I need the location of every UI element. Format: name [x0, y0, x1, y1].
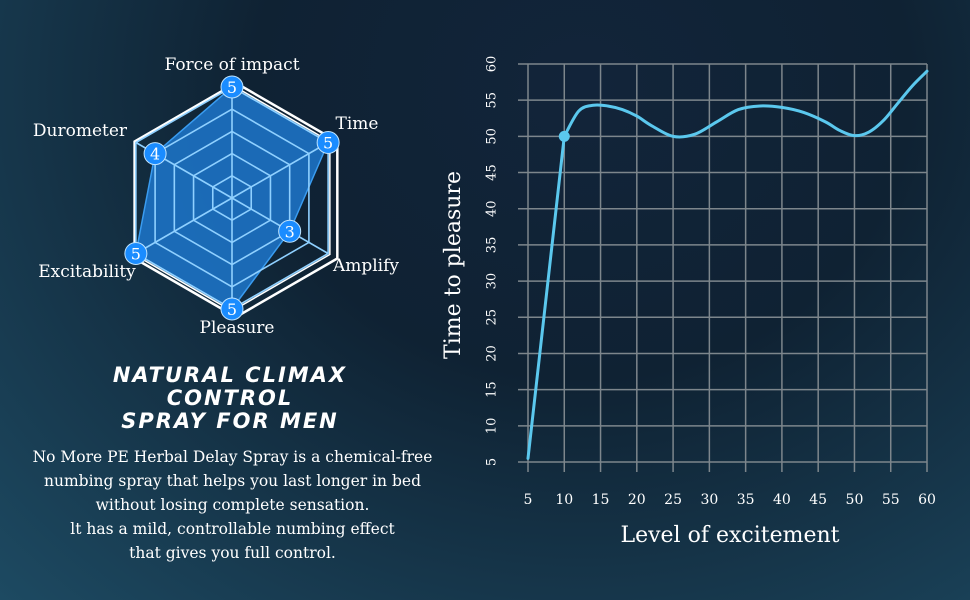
x-tick-label: 55 — [882, 492, 900, 508]
line-chart: 5 10 15 20 25 30 35 40 45 50 55 60 5 10 15 20 25 30 35 40 45… — [441, 56, 936, 548]
y-tick-label: 55 — [485, 92, 500, 109]
radar-axis-label: Pleasure — [200, 318, 275, 338]
heading-line-3: SPRAY FOR MEN — [121, 409, 339, 433]
description-line-1: No More PE Herbal Delay Spray is a chemi… — [32, 448, 433, 466]
x-tick-label: 60 — [918, 492, 936, 508]
description-line-5: that gives you full control. — [129, 544, 336, 562]
x-tick-label: 10 — [555, 492, 573, 508]
x-tick-label: 20 — [628, 492, 646, 508]
radar-value-badge — [124, 242, 148, 265]
x-tick-label: 30 — [700, 492, 718, 508]
y-tick-label: 30 — [485, 273, 500, 290]
radar-spoke — [135, 197, 233, 255]
radar-spoke — [231, 141, 329, 199]
description-line-3: without losing complete sensation. — [95, 496, 370, 514]
radar-value-badge — [220, 297, 244, 321]
x-tick-label: 5 — [524, 492, 533, 508]
x-tick-label: 50 — [846, 492, 864, 508]
y-tick-label: 45 — [485, 164, 500, 181]
heading-line-2: CONTROL — [166, 386, 294, 410]
y-tick-label: 35 — [485, 237, 500, 254]
series-line — [526, 69, 929, 460]
x-axis-title: Level of excitement — [620, 523, 839, 548]
radar-value-label: 4 — [150, 145, 160, 164]
radar-value-label: 5 — [323, 134, 333, 153]
radar-value-label: 5 — [131, 245, 141, 264]
radar-value-badge — [316, 131, 340, 154]
heading-line-1: NATURAL CLIMAX — [112, 363, 348, 387]
y-axis-title: Time to pleasure — [441, 171, 466, 359]
x-tick-label: 15 — [592, 492, 610, 508]
y-tick-label: 10 — [485, 418, 500, 435]
radar-axis-label: Amplify — [332, 256, 399, 276]
radar-value-label: 5 — [227, 78, 237, 97]
x-tick-label: 35 — [737, 492, 755, 508]
radar-value-badge — [278, 219, 302, 243]
x-tick-label: 45 — [809, 492, 827, 508]
radar-chart: Force of impact Time Amplify Pleasure Excita… — [33, 55, 399, 338]
radar-value-label: 3 — [285, 222, 295, 241]
radar-value-label: 5 — [227, 300, 237, 319]
y-tick-label: 5 — [485, 458, 500, 466]
y-tick-label: 40 — [485, 200, 500, 217]
y-tick-label: 60 — [485, 56, 500, 73]
description-line-2: numbing spray that helps you last longer… — [43, 472, 421, 490]
radar-value-badge — [220, 75, 244, 99]
radar-axis-label: Durometer — [33, 121, 128, 141]
description-line-4: lt has a mild, controllable numbing effe… — [70, 520, 395, 538]
y-tick-label: 20 — [485, 345, 500, 362]
x-tick-label: 25 — [664, 492, 682, 508]
y-tick-label: 15 — [485, 381, 500, 398]
x-tick-label: 40 — [773, 492, 791, 508]
y-tick-label: 50 — [485, 128, 500, 145]
radar-axis-label: Excitability — [38, 262, 136, 282]
y-tick-label: 25 — [485, 309, 500, 326]
radar-value-badge — [143, 142, 167, 166]
radar-axis-label: Time — [336, 114, 379, 134]
radar-axis-label: Force of impact — [164, 55, 299, 75]
product-heading: NATURAL CLIMAX CONTROL SPRAY FOR MEN — [50, 364, 410, 433]
product-description: No More PE Herbal Delay Spray is a chemi… — [20, 445, 445, 565]
data-point-marker — [558, 130, 570, 142]
